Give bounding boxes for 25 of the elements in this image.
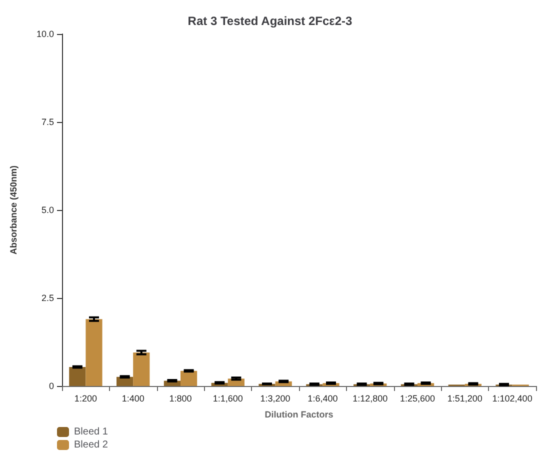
legend-label: Bleed 1 (74, 426, 108, 438)
chart-title: Rat 3 Tested Against 2Fcε2-3 (188, 14, 353, 28)
x-tick-label: 1:1,600 (212, 394, 243, 404)
x-tick-label: 1:3,200 (260, 394, 290, 404)
y-tick-label: 2.5 (41, 293, 54, 303)
x-tick-label: 1:6,400 (308, 394, 338, 404)
bar (69, 366, 86, 386)
bar (116, 376, 134, 386)
y-axis-title: Absorbance (450nm) (8, 165, 18, 255)
x-tick-label: 1:400 (122, 394, 144, 404)
y-tick-label: 10.0 (36, 29, 54, 39)
y-tick-label: 7.5 (41, 117, 54, 127)
x-axis-title: Dilution Factors (264, 410, 334, 420)
bar (133, 352, 150, 386)
x-tick-label: 1:102,400 (492, 394, 532, 404)
x-tick-label: 1:800 (169, 394, 192, 404)
legend-label: Bleed 2 (74, 440, 108, 450)
x-tick-label: 1:12,800 (352, 394, 388, 404)
bar (180, 370, 198, 386)
y-tick-label: 5.0 (41, 205, 54, 215)
x-tick-label: 1:200 (74, 394, 97, 404)
bar (86, 319, 102, 386)
x-tick-label: 1:25,600 (400, 394, 436, 404)
y-tick-label: 0 (48, 381, 54, 391)
x-tick-label: 1:51,200 (447, 394, 482, 404)
